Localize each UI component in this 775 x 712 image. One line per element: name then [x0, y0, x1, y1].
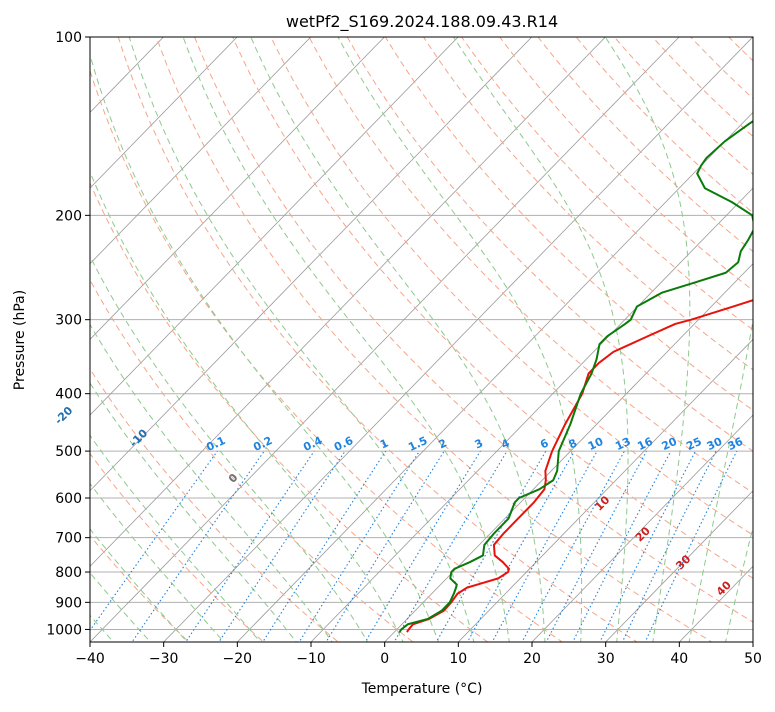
- mixing-ratio-label: 36: [726, 435, 746, 453]
- moist-adiabat-line: [90, 382, 297, 642]
- y-tick-label: 100: [55, 30, 82, 46]
- y-tick-label: 800: [55, 565, 82, 581]
- isotherm-line: [90, 37, 312, 265]
- axes: −40 −30 −20 −10 0 10 20 30 40 50 100 200 300 400 500 60…: [46, 30, 762, 667]
- y-tick-label: 900: [55, 595, 82, 611]
- dry-adiabat-line: [499, 37, 753, 292]
- y-tick-label: 500: [55, 444, 82, 460]
- x-tick-label: −10: [296, 651, 326, 667]
- moist-adiabat-line: [128, 37, 475, 642]
- dewpoint-profile-line: [398, 120, 753, 633]
- y-tick-label: 300: [55, 313, 82, 329]
- isotherm-line: [531, 414, 753, 642]
- mixing-ratio-label: 10: [586, 435, 606, 453]
- isotherm-line: [236, 111, 753, 642]
- isotherm-line: [90, 37, 606, 567]
- isotherm-line: [90, 37, 385, 340]
- mixing-ratio-line: [325, 450, 445, 642]
- plot-frame: [89, 36, 754, 643]
- dry-adiabat-line: [90, 534, 190, 642]
- chart-title: wetPf2_S169.2024.188.09.43.R14: [286, 12, 558, 32]
- mixing-ratio-line: [435, 450, 547, 642]
- mixing-ratio-label: 16: [635, 435, 655, 453]
- x-tick-label: −40: [75, 651, 105, 667]
- gridlines: [90, 37, 753, 642]
- mixing-ratio-label: 13: [613, 435, 632, 453]
- x-tick-label: −30: [149, 651, 179, 667]
- isotherm-line: [457, 338, 753, 642]
- dry-adiabat-line: [384, 37, 753, 411]
- mixing-ratio-line: [131, 450, 265, 642]
- y-tick-label: 400: [55, 387, 82, 403]
- mixing-ratio-line: [621, 450, 717, 642]
- dry-adiabat-line: [346, 37, 753, 452]
- moist-adiabat-line: [182, 37, 510, 642]
- x-tick-label: 50: [744, 651, 762, 667]
- y-tick-label: 700: [55, 531, 82, 547]
- mixing-ratio-line: [466, 450, 575, 642]
- isotherm-line: [90, 37, 533, 492]
- y-axis-label: Pressure (hPa): [12, 290, 28, 390]
- moist-adiabat-line: [90, 323, 333, 642]
- mixing-ratio-line: [364, 450, 481, 642]
- moist-adiabat-line: [604, 37, 691, 642]
- isotherm-line: [90, 37, 238, 189]
- mixing-ratio-line: [545, 450, 648, 642]
- dry-adiabat-line: [117, 37, 638, 642]
- moist-adiabat-line: [90, 434, 261, 642]
- x-axis-label: Temperature (°C): [361, 681, 483, 697]
- mixing-ratio-label: 20: [660, 435, 680, 453]
- mixing-ratio-label: 25: [684, 435, 703, 453]
- mixing-ratio-line: [298, 450, 420, 642]
- isotherm-line: [90, 37, 680, 642]
- x-tick-label: 20: [523, 651, 541, 667]
- dry-adiabat-line: [155, 37, 713, 642]
- moist-adiabat-line: [90, 52, 440, 642]
- dry-adiabat-line: [194, 37, 753, 623]
- moist-adiabat-line: [688, 317, 753, 642]
- mixing-ratio-line: [521, 450, 625, 642]
- dry-adiabat-line: [308, 37, 753, 494]
- isotherm-line: [163, 37, 753, 642]
- mixing-ratio-line: [491, 450, 598, 642]
- x-tick-label: 30: [597, 651, 615, 667]
- y-tick-label: 1000: [46, 622, 82, 638]
- dry-adiabat-line: [90, 452, 265, 642]
- mixing-ratio-line: [262, 450, 387, 642]
- moist-adiabat-line: [250, 37, 546, 642]
- moist-adiabat-line: [90, 255, 369, 642]
- y-tick-label: 600: [55, 491, 82, 507]
- x-tick-label: −20: [223, 651, 253, 667]
- mixing-ratio-line: [644, 450, 738, 642]
- dry-adiabat-line: [90, 368, 339, 642]
- isotherm-line: [605, 490, 753, 642]
- dry-adiabat-line: [270, 37, 753, 536]
- mixing-ratio-line: [90, 450, 218, 632]
- x-tick-label: 10: [449, 651, 467, 667]
- mixing-ratio-line: [218, 450, 346, 642]
- x-tick-label: 40: [670, 651, 688, 667]
- y-tick-label: 200: [55, 208, 82, 224]
- isotherm-line: [90, 37, 459, 416]
- mixing-ratio-label: 30: [705, 435, 725, 453]
- data-series: [398, 120, 753, 633]
- dry-adiabat-line: [232, 37, 753, 579]
- moist-adiabat-line: [725, 525, 753, 642]
- dry-adiabat-line: [90, 69, 564, 642]
- moist-adiabat-line: [337, 37, 583, 642]
- x-tick-label: 0: [380, 651, 389, 667]
- dry-adiabat-line: [90, 181, 489, 642]
- isotherm-line: [384, 263, 753, 642]
- moist-adiabat-line: [452, 37, 629, 642]
- moist-adiabat-line: [90, 170, 404, 642]
- mixing-ratio-line: [185, 450, 315, 642]
